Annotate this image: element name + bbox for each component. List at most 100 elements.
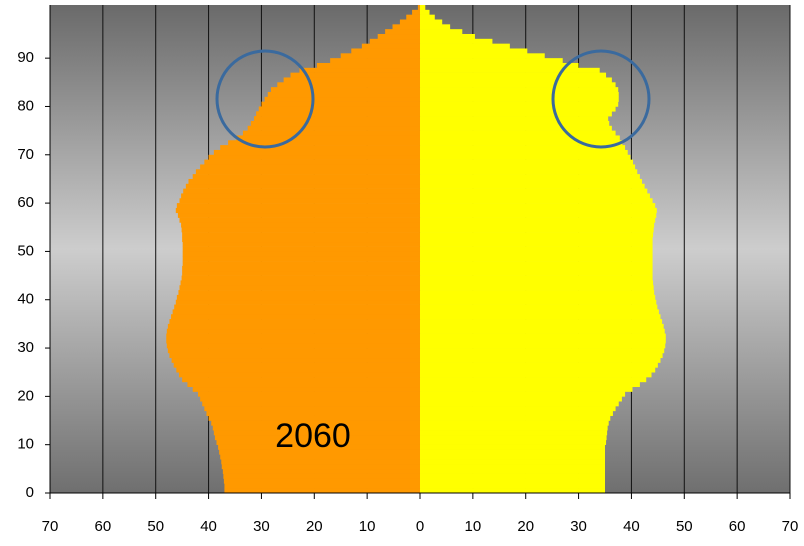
x-tick-label: 40 [623,518,640,535]
bar [420,454,605,460]
bar [192,386,420,392]
x-tick-label: 70 [782,518,799,535]
bar [420,24,451,30]
bar [178,290,420,296]
bar [392,24,420,30]
bar [420,285,654,291]
bar [166,343,420,349]
bar [420,241,653,247]
bar [181,275,420,281]
bar [242,130,420,136]
bar [182,241,420,247]
bar [208,154,420,160]
bar [182,251,420,257]
bar [420,193,650,199]
bar [420,222,655,228]
x-tick-label: 0 [416,518,424,535]
bar [208,415,420,421]
bar [216,439,420,445]
bar [420,140,623,146]
bar [420,396,622,402]
bar [420,72,607,78]
bar [181,193,420,199]
bar [420,236,653,243]
bar [369,38,420,44]
bar [420,464,605,470]
bar [420,227,654,233]
bar [175,299,420,305]
y-tick-label: 80 [17,97,34,114]
bar [420,309,659,315]
bar [202,401,420,407]
bar [420,188,648,194]
y-tick-label: 90 [17,49,34,66]
bar [420,425,608,431]
bar [420,459,605,465]
bar [206,410,420,416]
bar [316,62,420,69]
bar [173,362,420,368]
bar [420,130,616,136]
bar [254,116,420,122]
bar [212,425,420,431]
bar [420,430,608,436]
bar [213,430,420,436]
bar [182,265,420,272]
bar [277,82,420,88]
bar [399,19,420,25]
x-tick-label: 70 [42,518,59,535]
bar [420,48,528,54]
bar [420,33,475,40]
bar [420,444,605,450]
bar [420,198,653,204]
bar [258,106,420,112]
bar [420,203,656,209]
bar [261,101,420,107]
x-tick-label: 30 [570,518,587,535]
bar [420,5,426,11]
bar [169,319,420,325]
bar [420,381,640,388]
bar [420,183,645,189]
bar [176,203,420,209]
bar [420,91,619,98]
bar [420,43,510,49]
bar [204,159,420,165]
bar [330,58,420,64]
bar [220,454,420,460]
bar [420,439,607,445]
bar [420,401,619,407]
bar [377,33,420,40]
bar [290,72,420,78]
bar [420,246,653,252]
annotation: 2060 [275,417,351,455]
bar [179,217,420,223]
bar [420,82,616,88]
bar [185,183,420,189]
x-tick-label: 50 [676,518,693,535]
bar [223,473,420,479]
bar [420,96,619,102]
bar [420,333,666,339]
bar [351,48,420,54]
bar [166,338,420,344]
bar [420,120,610,127]
bar [420,164,636,170]
bar [420,386,633,392]
bar [167,348,420,354]
bar [420,159,634,165]
y-tick-label: 60 [17,194,34,211]
bar [200,396,420,402]
bar [166,328,420,334]
y-tick-label: 0 [26,484,34,501]
bar [256,111,420,117]
bar [182,236,420,243]
bar [420,178,642,185]
bar [179,285,420,291]
bar [420,391,626,397]
bar [213,149,420,156]
bar [172,309,420,315]
x-tick-label: 40 [200,518,217,535]
bar [420,77,612,83]
